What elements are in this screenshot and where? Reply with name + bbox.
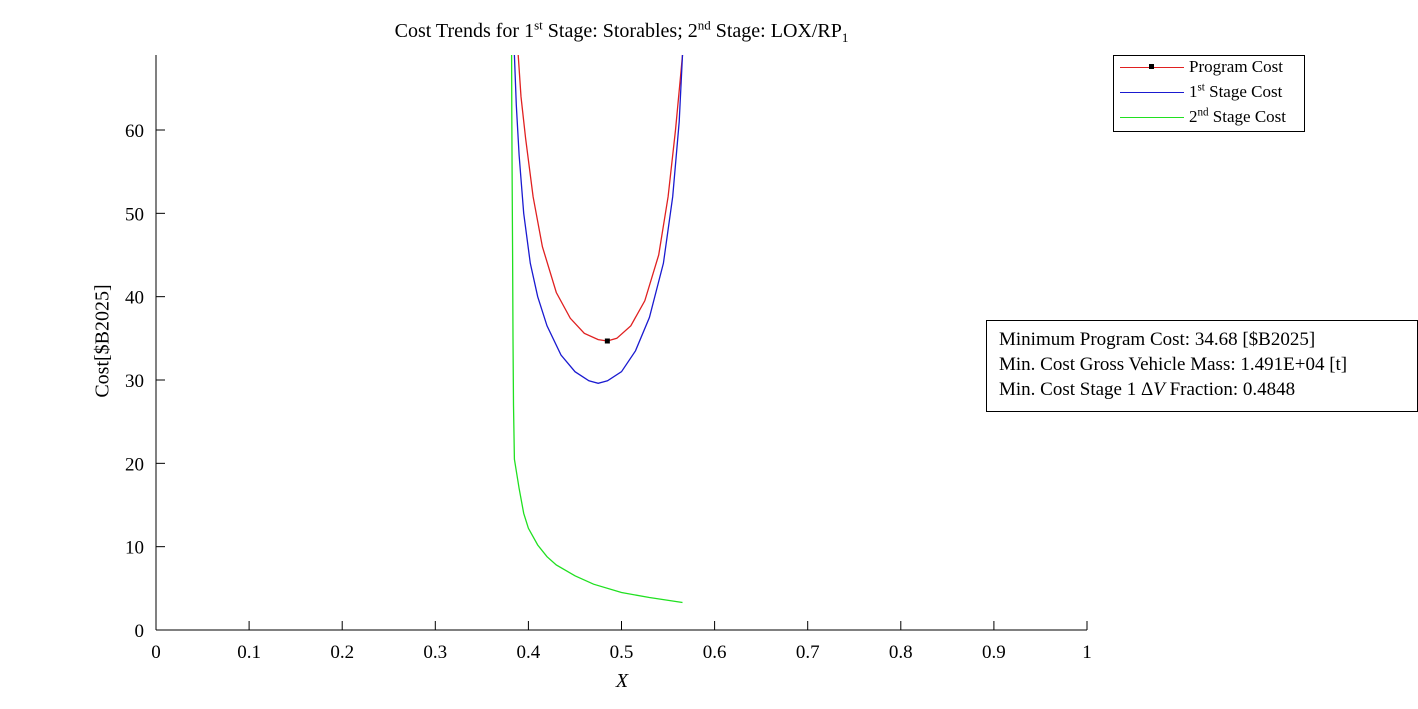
- y-tick-label: 60: [125, 121, 144, 142]
- series-line-program-cost: [517, 55, 684, 342]
- x-tick-label: 0.6: [703, 642, 727, 663]
- x-tick-label: 0.9: [982, 642, 1006, 663]
- y-tick-label: 40: [125, 288, 144, 309]
- y-axis-label: Cost[$B2025]: [91, 284, 114, 398]
- legend-item-second-stage-cost: 2nd Stage Cost: [1114, 106, 1304, 131]
- x-tick-label: 0.8: [889, 642, 913, 663]
- info-min-cost-gross-mass: Min. Cost Gross Vehicle Mass: 1.491E+04 …: [999, 354, 1348, 375]
- x-tick-label: 0.5: [610, 642, 634, 663]
- legend-label-first-stage-cost: 1st Stage Cost: [1189, 81, 1283, 101]
- x-tick-label: 1: [1082, 642, 1092, 663]
- y-tick-label: 30: [125, 371, 144, 392]
- series-line-first-stage-cost: [513, 55, 684, 384]
- chart-legend: Program Cost 1st Stage Cost 2nd Stage Co…: [1113, 55, 1305, 132]
- legend-item-first-stage-cost: 1st Stage Cost: [1114, 81, 1304, 106]
- x-axis-label: X: [615, 670, 629, 692]
- x-tick-label: 0.2: [330, 642, 354, 663]
- legend-swatch-second-stage-cost: [1120, 117, 1184, 118]
- chart-title: Cost Trends for 1st Stage: Storables; 2n…: [394, 17, 849, 45]
- x-tick-label: 0.7: [796, 642, 820, 663]
- info-min-cost-stage1-fraction: Min. Cost Stage 1 ΔV Fraction: 0.4848: [999, 379, 1296, 400]
- y-tick-label: 50: [125, 204, 144, 225]
- legend-label-second-stage-cost: 2nd Stage Cost: [1189, 106, 1286, 126]
- series-line-second-stage-cost: [510, 55, 683, 604]
- x-tick-label: 0: [151, 642, 161, 663]
- legend-swatch-first-stage-cost: [1120, 92, 1184, 93]
- info-min-program-cost: Minimum Program Cost: 34.68 [$B2025]: [999, 329, 1316, 350]
- x-tick-label: 0.3: [423, 642, 447, 663]
- legend-label-program-cost: Program Cost: [1189, 57, 1283, 76]
- legend-marker-program-cost: [1149, 64, 1154, 69]
- x-tick-label: 0.1: [237, 642, 261, 663]
- minimum-info-box: Minimum Program Cost: 34.68 [$B2025] Min…: [986, 320, 1418, 412]
- y-tick-label: 0: [135, 621, 145, 642]
- legend-item-program-cost: Program Cost: [1114, 56, 1304, 81]
- y-tick-label: 20: [125, 454, 144, 475]
- y-tick-label: 10: [125, 538, 144, 559]
- x-tick-label: 0.4: [517, 642, 541, 663]
- minimum-cost-marker: [604, 338, 610, 344]
